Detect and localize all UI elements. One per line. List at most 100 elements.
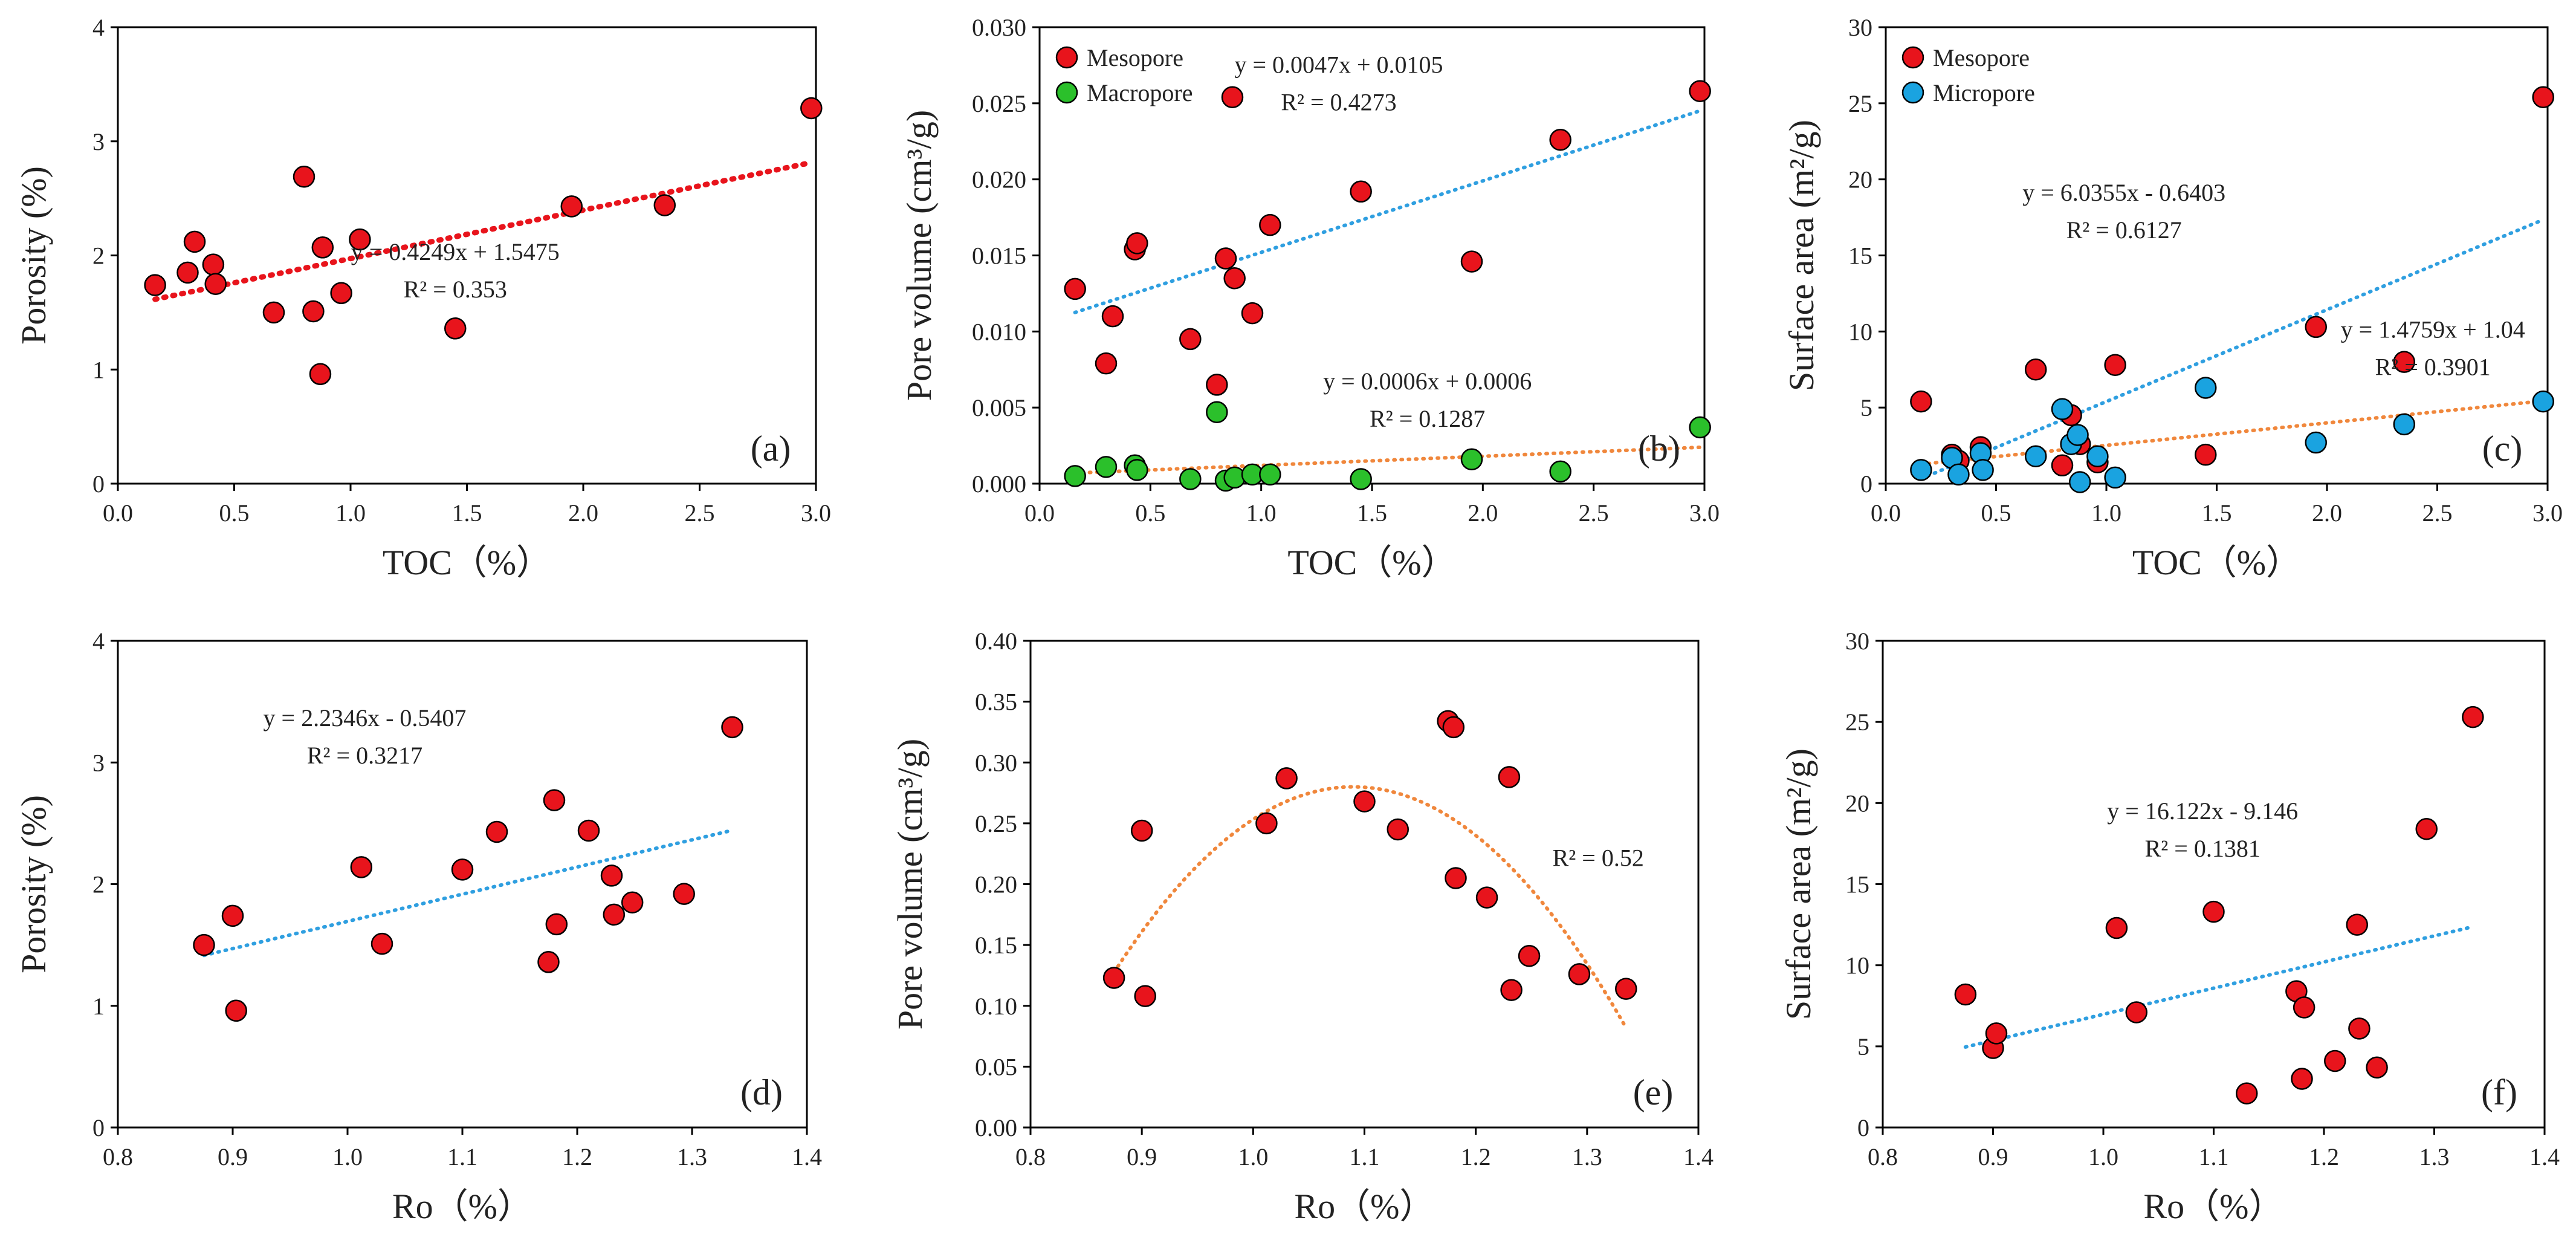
x-axis-title: Ro（%） xyxy=(392,1187,532,1226)
data-point-pore-volume xyxy=(1102,967,1125,989)
legend-marker xyxy=(1901,46,1924,69)
data-point-surface-area xyxy=(2462,706,2484,728)
x-tick-label: 1.0 xyxy=(1238,1143,1268,1170)
data-point-porosity xyxy=(225,999,247,1022)
panel-label: (f) xyxy=(2481,1072,2517,1112)
panel-label: (e) xyxy=(1633,1072,1674,1112)
x-tick-label: 0.5 xyxy=(219,499,250,527)
data-point-pore-volume xyxy=(1387,818,1409,841)
data-point-porosity xyxy=(183,230,206,253)
data-point-mesopore xyxy=(1221,86,1244,109)
data-point-micropore xyxy=(2104,466,2126,489)
trendline-equation: y = 1.4759x + 1.04 xyxy=(2341,316,2525,343)
data-point-mesopore xyxy=(2051,454,2074,477)
data-point-porosity xyxy=(653,194,676,216)
legend-marker xyxy=(1055,81,1078,104)
data-point-porosity xyxy=(371,932,393,955)
y-tick-label: 5 xyxy=(1860,394,1872,421)
data-point-surface-area xyxy=(2236,1082,2258,1105)
trendline-equation: R² = 0.4273 xyxy=(1281,89,1396,116)
y-tick-label: 25 xyxy=(1848,90,1872,117)
y-tick-label: 0.000 xyxy=(972,470,1026,498)
data-point-micropore xyxy=(2068,471,2091,493)
data-point-surface-area xyxy=(2415,818,2438,840)
y-tick-label: 15 xyxy=(1845,871,1869,898)
data-point-porosity xyxy=(577,819,600,842)
data-point-porosity xyxy=(330,282,352,305)
data-point-surface-area xyxy=(2202,900,2225,923)
data-point-macropore xyxy=(1126,459,1148,481)
plot-frame xyxy=(1029,640,1700,1129)
x-axis-title: Ro（%） xyxy=(1294,1187,1434,1226)
y-axis-title: Porosity (%) xyxy=(14,166,53,345)
data-point-macropore xyxy=(1689,416,1711,439)
panel-d: 0.8 0.9 1.0 1.1 1.2 1.3 1.4 0 1 2 3 4 Ro（%） Porosity … xyxy=(14,628,822,1226)
data-point-pore-volume xyxy=(1275,767,1298,790)
data-point-mesopore xyxy=(2195,443,2217,466)
y-tick-label: 0.40 xyxy=(975,628,1017,655)
data-point-porosity xyxy=(204,273,227,295)
data-point-porosity xyxy=(485,820,508,843)
trendline xyxy=(1112,785,1628,1030)
data-point-surface-area xyxy=(2348,1017,2371,1040)
x-tick-label: 0.8 xyxy=(1868,1143,1898,1170)
data-point-mesopore xyxy=(1214,247,1237,270)
y-tick-label: 0.015 xyxy=(972,242,1026,270)
data-point-mesopore xyxy=(1910,390,1932,413)
y-tick-label: 20 xyxy=(1848,166,1872,193)
y-tick-label: 3 xyxy=(92,749,105,776)
x-tick-label: 1.2 xyxy=(562,1143,592,1170)
data-point-pore-volume xyxy=(1500,979,1523,1001)
data-point-surface-area xyxy=(2125,1001,2147,1024)
data-point-porosity xyxy=(543,789,566,811)
y-tick-label: 0 xyxy=(1857,1114,1869,1141)
data-point-porosity xyxy=(721,716,743,739)
data-point-porosity xyxy=(603,903,626,926)
y-axis-title: Surface area (m²/g) xyxy=(1779,748,1818,1020)
trendline-equation: R² = 0.1287 xyxy=(1370,405,1485,432)
data-point-mesopore xyxy=(1549,128,1571,151)
data-point-mesopore xyxy=(2305,316,2327,339)
data-point-porosity xyxy=(560,195,583,218)
legend-marker xyxy=(1055,46,1078,69)
y-tick-label: 0.020 xyxy=(972,166,1026,193)
data-point-macropore xyxy=(1179,468,1202,490)
y-tick-label: 15 xyxy=(1848,242,1872,270)
trendline xyxy=(152,160,814,302)
x-tick-label: 1.0 xyxy=(1246,499,1277,527)
data-point-porosity xyxy=(144,274,166,296)
x-tick-label: 1.5 xyxy=(452,499,482,527)
panel-f: 0.8 0.9 1.0 1.1 1.2 1.3 1.4 0 5 10 15 20 25 30 Ro（%） Su… xyxy=(1779,628,2560,1226)
data-point-macropore xyxy=(1350,468,1372,490)
trendline-equation: y = 6.0355x - 0.6403 xyxy=(2022,179,2225,206)
x-axis-title: TOC（%） xyxy=(2132,543,2301,582)
data-point-porosity xyxy=(545,913,568,936)
data-point-mesopore xyxy=(1179,328,1202,351)
y-tick-label: 0.025 xyxy=(972,90,1026,117)
y-axis-title: Pore volume (cm³/g) xyxy=(890,739,930,1030)
panel-label: (c) xyxy=(2482,429,2523,469)
trendline-equation: R² = 0.1381 xyxy=(2145,835,2260,862)
y-tick-label: 0.00 xyxy=(975,1114,1017,1141)
trendline-equation: R² = 0.353 xyxy=(404,276,507,303)
data-point-pore-volume xyxy=(1134,985,1156,1007)
x-tick-label: 1.2 xyxy=(1461,1143,1491,1170)
trendline xyxy=(1073,445,1702,475)
x-tick-label: 2.0 xyxy=(2312,499,2342,527)
data-point-porosity xyxy=(293,166,316,188)
data-point-porosity xyxy=(221,904,244,927)
y-tick-label: 1 xyxy=(92,993,105,1020)
x-tick-label: 1.5 xyxy=(1357,499,1387,527)
trendline-equation: y = 0.0006x + 0.0006 xyxy=(1323,368,1532,395)
data-point-pore-volume xyxy=(1130,819,1153,842)
data-point-micropore xyxy=(2195,377,2217,399)
data-point-porosity xyxy=(309,363,332,386)
data-point-surface-area xyxy=(2105,916,2128,939)
panel-e: 0.8 0.9 1.0 1.1 1.2 1.3 1.4 0.00 0.05 0.10 0.15 0.2… xyxy=(890,628,1714,1226)
data-point-porosity xyxy=(451,858,474,881)
x-tick-label: 0.9 xyxy=(218,1143,248,1170)
data-point-micropore xyxy=(2305,431,2327,454)
data-point-mesopore xyxy=(1460,250,1483,273)
panel-label: (b) xyxy=(1638,429,1680,469)
